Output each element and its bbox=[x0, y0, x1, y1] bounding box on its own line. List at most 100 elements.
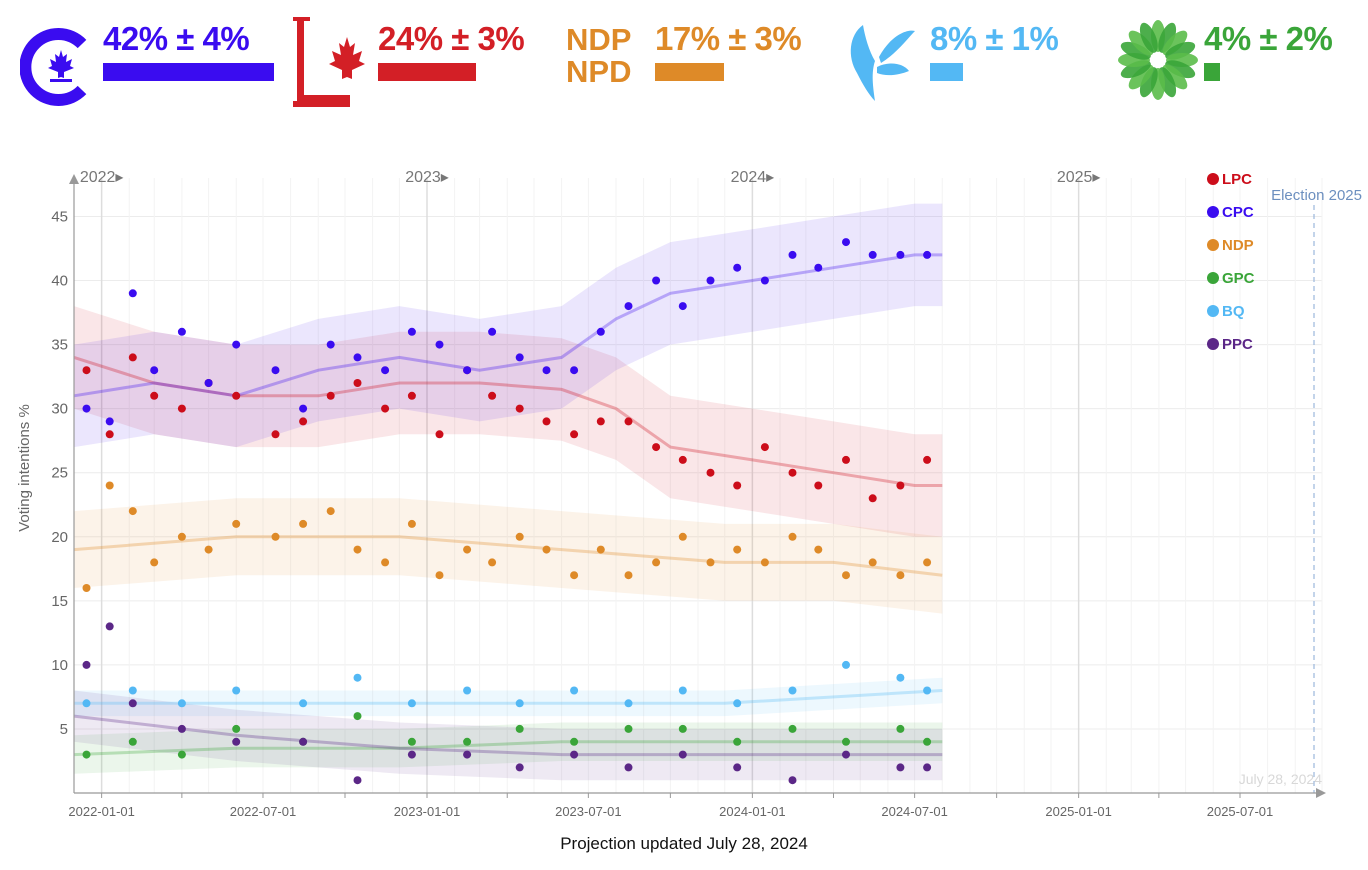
cpc-logo bbox=[20, 28, 87, 106]
gpc-poll-point bbox=[923, 737, 932, 746]
chart-axes: 5 10 15 20 25 30 35 40 45 2022-01-01 2022-07-01 202… bbox=[51, 169, 1326, 819]
lpc-projection: 24% ± 3% bbox=[378, 20, 525, 57]
cpc-poll-point bbox=[353, 353, 362, 362]
lpc-poll-point bbox=[814, 481, 823, 490]
bq-poll-point bbox=[788, 686, 797, 695]
ppc-poll-point bbox=[128, 699, 137, 708]
y-tick-label: 5 bbox=[60, 721, 68, 738]
gpc-share-bar bbox=[1204, 63, 1220, 81]
ppc-legend-label: PPC bbox=[1222, 336, 1253, 353]
lpc-poll-point bbox=[706, 468, 715, 477]
lpc-poll-point bbox=[678, 455, 687, 464]
ndp-poll-point bbox=[624, 571, 633, 580]
lpc-legend-marker bbox=[1207, 173, 1219, 185]
ndp-trend-line bbox=[73, 535, 943, 577]
y-axis-label: Voting intentions % bbox=[16, 404, 33, 532]
gpc-projection: 4% ± 2% bbox=[1204, 20, 1333, 57]
gpc-trend-line bbox=[73, 740, 943, 757]
cpc-poll-point bbox=[435, 340, 444, 349]
projection-updated: Projection updated July 28, 2024 bbox=[560, 834, 808, 853]
ppc-poll-point bbox=[896, 763, 905, 772]
gpc-petal-icon bbox=[1128, 30, 1154, 56]
cpc-poll-point bbox=[842, 238, 850, 247]
lpc-poll-point bbox=[271, 430, 280, 439]
cpc-poll-point bbox=[232, 340, 241, 349]
lpc-poll-point bbox=[788, 468, 797, 477]
cpc-poll-point bbox=[326, 340, 335, 349]
gpc-poll-point bbox=[463, 737, 472, 746]
gpc-band bbox=[74, 722, 943, 774]
cpc-poll-point bbox=[542, 366, 551, 375]
gpc-poll-point bbox=[232, 724, 241, 733]
gpc-poll-point bbox=[733, 737, 742, 746]
gpc-petal-icon bbox=[1139, 67, 1158, 98]
lpc-poll-point bbox=[624, 417, 633, 426]
bq-poll-point bbox=[299, 699, 308, 708]
lpc-poll-point bbox=[570, 430, 579, 439]
x-tick-label: 2022-07-01 bbox=[230, 804, 297, 819]
year-label: 2024▸ bbox=[731, 169, 775, 186]
x-tick-label: 2022-01-01 bbox=[68, 804, 135, 819]
bq-band bbox=[74, 677, 943, 717]
gpc-petal-icon bbox=[1128, 64, 1154, 90]
ppc-poll-point bbox=[105, 622, 114, 631]
ndp-poll-point bbox=[353, 545, 362, 554]
gpc-petal-icon bbox=[1162, 64, 1188, 90]
gpc-petal-icon bbox=[1139, 22, 1158, 53]
lpc-poll-point bbox=[326, 391, 335, 400]
bq-poll-point bbox=[570, 686, 579, 695]
cpc-legend-label: CPC bbox=[1222, 204, 1254, 221]
gpc-petal-icon bbox=[1162, 30, 1188, 56]
x-tick-label: 2025-01-01 bbox=[1045, 804, 1112, 819]
cpc-poll-point bbox=[678, 302, 687, 311]
y-tick-label: 10 bbox=[51, 657, 68, 674]
bq-trend-line bbox=[74, 689, 943, 705]
ppc-trend-line bbox=[73, 714, 943, 757]
y-axis-arrow-icon bbox=[69, 174, 79, 184]
cpc-poll-point bbox=[814, 263, 823, 272]
cpc-poll-point bbox=[733, 263, 742, 272]
lpc-poll-point bbox=[150, 391, 159, 400]
gpc-poll-point bbox=[842, 737, 850, 746]
year-label: 2022▸ bbox=[80, 169, 124, 186]
bq-poll-point bbox=[82, 699, 91, 708]
ndp-poll-point bbox=[515, 532, 524, 541]
ndp-poll-point bbox=[570, 571, 579, 580]
lpc-poll-point bbox=[381, 404, 390, 413]
ppc-legend-marker bbox=[1207, 338, 1219, 350]
cpc-poll-point bbox=[760, 276, 769, 285]
gpc-poll-point bbox=[128, 737, 137, 746]
cpc-poll-point bbox=[596, 327, 605, 336]
cpc-share-bar bbox=[103, 63, 274, 81]
date-watermark: July 28, 2024 bbox=[1239, 771, 1322, 787]
y-tick-label: 40 bbox=[51, 273, 68, 290]
cpc-poll-point bbox=[128, 289, 137, 298]
ndp-projection: 17% ± 3% bbox=[655, 20, 802, 57]
lpc-poll-point bbox=[488, 391, 497, 400]
lpc-poll-point bbox=[542, 417, 551, 426]
lpc-logo bbox=[293, 17, 365, 107]
bq-poll-point bbox=[232, 686, 241, 695]
cpc-poll-point bbox=[407, 327, 416, 336]
gpc-poll-point bbox=[788, 724, 797, 733]
gpc-poll-point bbox=[82, 750, 91, 759]
gpc-petal-icon bbox=[1165, 60, 1196, 79]
gpc-poll-point bbox=[678, 724, 687, 733]
confidence-bands bbox=[74, 203, 943, 781]
gpc-poll-point bbox=[407, 737, 416, 746]
lpc-poll-point bbox=[652, 443, 661, 452]
x-tick-label: 2024-07-01 bbox=[881, 804, 948, 819]
x-tick-label: 2024-01-01 bbox=[719, 804, 786, 819]
ndp-share-bar bbox=[655, 63, 724, 81]
bq-poll-point bbox=[733, 699, 742, 708]
ndp-band bbox=[74, 498, 943, 614]
ppc-poll-point bbox=[570, 750, 579, 759]
ndp-logo-en: NDP bbox=[566, 22, 632, 57]
bq-poll-point bbox=[177, 699, 186, 708]
bq-poll-point bbox=[896, 673, 905, 682]
ppc-poll-point bbox=[82, 660, 91, 669]
ndp-poll-point bbox=[407, 519, 416, 528]
lpc-poll-point bbox=[596, 417, 605, 426]
y-tick-label: 15 bbox=[51, 593, 68, 610]
lpc-poll-point bbox=[896, 481, 905, 490]
